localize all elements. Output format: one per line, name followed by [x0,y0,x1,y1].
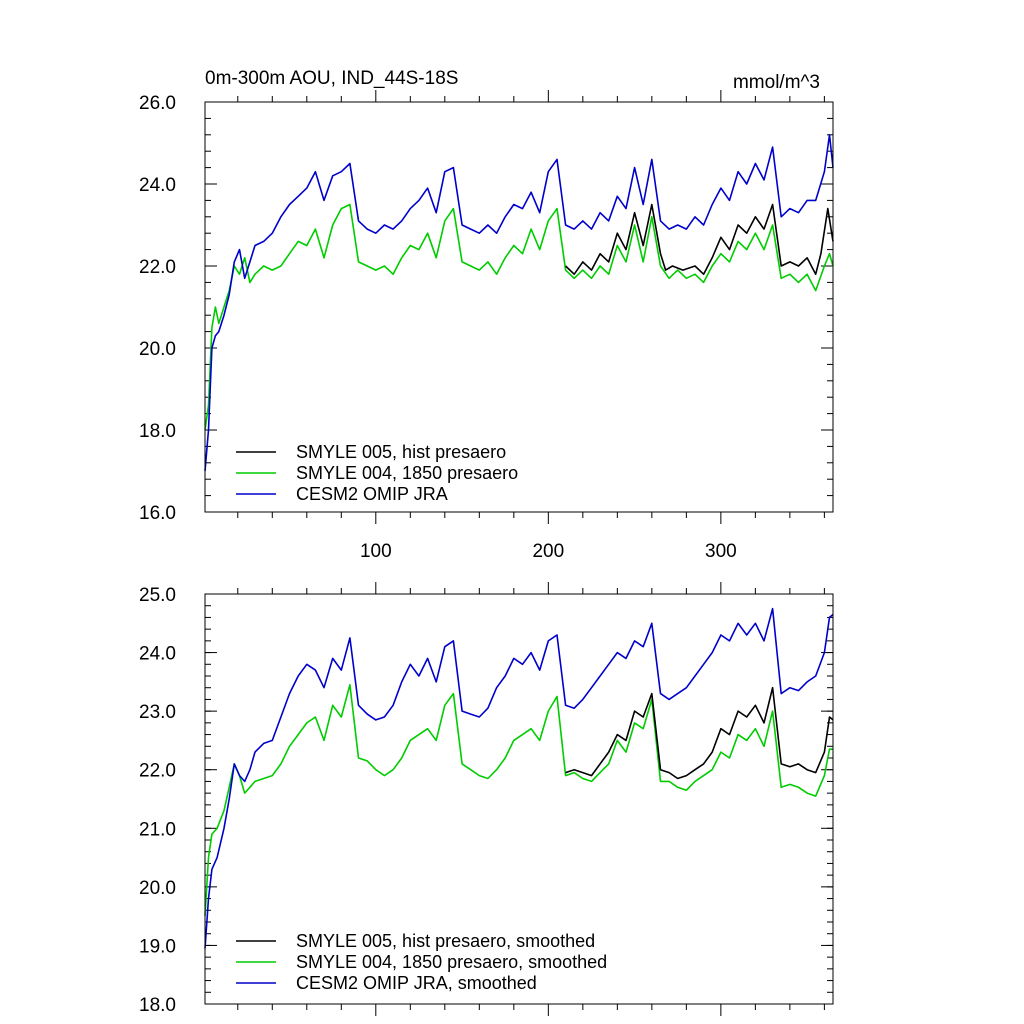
bottom-plot-frame [204,593,834,1005]
top-xtick-label: 200 [532,541,564,562]
top-panel-title: 0m-300m AOU, IND_44S-18S [205,68,458,89]
bottom-ytick-label: 24.0 [139,644,176,665]
top-series-line-1 [565,203,834,276]
bottom-series-lines [204,607,834,949]
bottom-ytick-label: 20.0 [139,878,176,899]
bottom-legend-label: SMYLE 005, hist presaero, smoothed [296,931,595,951]
top-panel-units: mmol/m^3 [733,72,820,93]
top-legend-label: CESM2 OMIP JRA [296,484,448,504]
top-series-lines [204,134,834,472]
top-series-line-2 [204,203,834,431]
top-panel: 0m-300m AOU, IND_44S-18S mmol/m^3 16.0 18… [139,68,834,562]
top-ytick-label: 24.0 [139,175,176,196]
bottom-legend: SMYLE 005, hist presaero, smoothedSMYLE … [236,931,607,993]
bottom-legend-label: CESM2 OMIP JRA, smoothed [296,973,537,993]
bottom-ytick-label: 19.0 [139,936,176,957]
top-series-line-3 [204,134,834,472]
top-ytick-label: 22.0 [139,257,176,278]
bottom-axes: 18.0 19.0 20.0 21.0 22.0 23.0 24.0 25.0 [139,582,833,1016]
bottom-panel: 18.0 19.0 20.0 21.0 22.0 23.0 24.0 25.0 SMYLE 0… [139,582,834,1016]
bottom-ytick-label: 22.0 [139,761,176,782]
top-plot-frame [204,101,834,513]
bottom-series-line-3 [204,607,834,949]
bottom-ytick-label: 25.0 [139,585,176,606]
top-legend-label: SMYLE 004, 1850 presaero [296,463,518,483]
top-xtick-label: 300 [705,541,737,562]
top-ytick-label: 26.0 [139,93,176,114]
top-legend-label: SMYLE 005, hist presaero [296,442,506,462]
bottom-legend-label: SMYLE 004, 1850 presaero, smoothed [296,952,607,972]
top-ytick-label: 20.0 [139,339,176,360]
bottom-series-line-1 [565,686,834,780]
bottom-ytick-label: 23.0 [139,702,176,723]
top-axes: 16.0 18.0 20.0 22.0 24.0 26.0 100 200 300 [139,90,833,562]
bottom-ytick-label: 18.0 [139,995,176,1016]
bottom-ytick-label: 21.0 [139,819,176,840]
top-ytick-label: 16.0 [139,503,176,524]
top-ytick-label: 18.0 [139,421,176,442]
top-xtick-label: 100 [360,541,392,562]
bottom-series-line-2 [204,683,833,917]
